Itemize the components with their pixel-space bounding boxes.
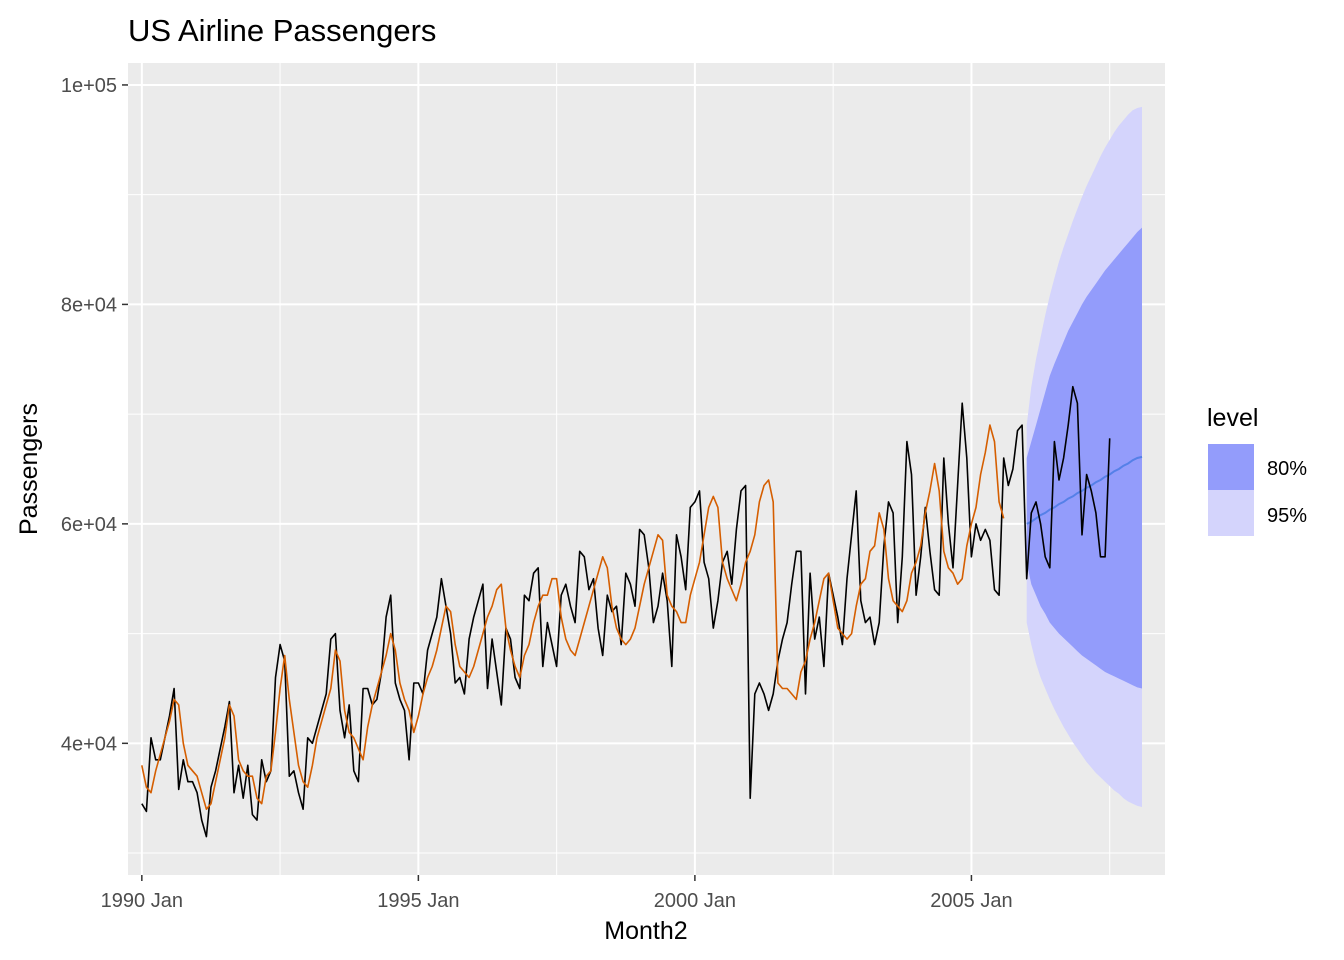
series-lines — [141, 385, 1143, 838]
y-tick-label: 8e+04 — [61, 294, 117, 316]
legend-label-95: 95% — [1267, 505, 1307, 527]
plot-panel — [128, 63, 1165, 875]
fitted-series-line — [141, 424, 1005, 810]
legend-key-95 — [1208, 490, 1254, 536]
y-axis-title: Passengers — [15, 403, 43, 535]
legend: level 80% 95% — [1207, 404, 1307, 536]
actual-series-line — [141, 385, 1111, 838]
x-tick-label: 2005 Jan — [930, 890, 1012, 912]
major-gridlines — [128, 63, 1165, 875]
chart-title: US Airline Passengers — [128, 13, 436, 48]
y-axis: 4e+04 6e+04 8e+04 1e+05 — [61, 75, 128, 755]
y-tick-label: 4e+04 — [61, 733, 117, 755]
legend-key-80 — [1208, 444, 1254, 490]
forecast-intervals — [1026, 106, 1142, 807]
x-tick-label: 2000 Jan — [654, 890, 736, 912]
band-80 — [1026, 227, 1142, 689]
y-tick-label: 6e+04 — [61, 514, 117, 536]
x-axis-title: Month2 — [604, 917, 687, 945]
y-tick-label: 1e+05 — [61, 75, 117, 97]
legend-title: level — [1207, 404, 1258, 432]
x-tick-label: 1995 Jan — [377, 890, 459, 912]
legend-label-80: 80% — [1267, 458, 1307, 480]
x-tick-label: 1990 Jan — [101, 890, 183, 912]
forecast-mean-line — [1026, 455, 1143, 525]
x-axis: 1990 Jan 1995 Jan 2000 Jan 2005 Jan — [101, 875, 1013, 912]
